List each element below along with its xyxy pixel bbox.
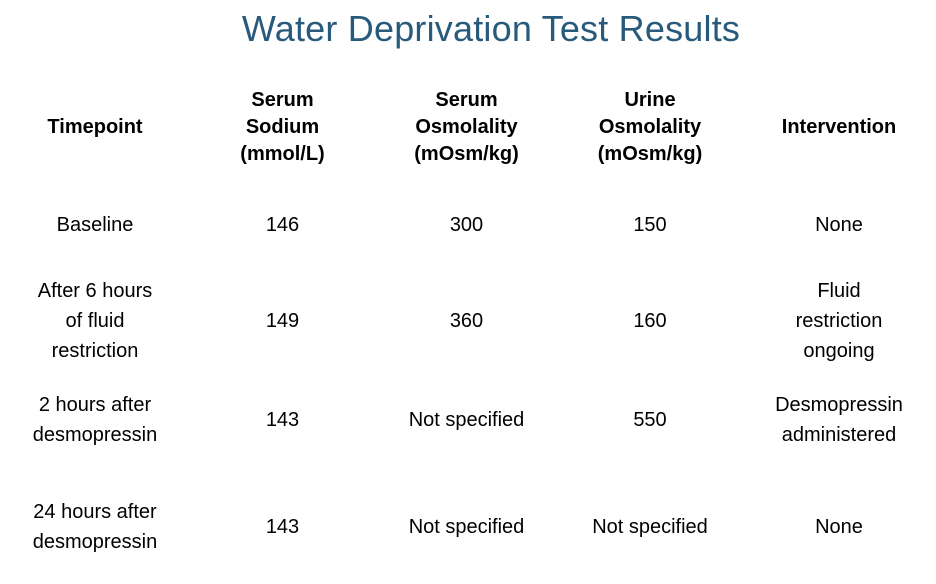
- cell-serum-sodium: 149: [265, 310, 300, 332]
- cell-intervention: None: [815, 214, 863, 236]
- cell-serum-osmolality: 300: [449, 214, 484, 236]
- cell-urine-osmolality: 550: [633, 409, 667, 431]
- page-title: Water Deprivation Test Results: [241, 8, 741, 49]
- cell-urine-osmolality: 150: [633, 214, 667, 236]
- cell-serum-osmolality: Not specified: [408, 515, 525, 538]
- cell-serum-sodium: 146: [265, 214, 300, 236]
- cell-urine-osmolality: Not specified: [592, 515, 708, 538]
- cell-intervention: Fluid restriction ongoing: [795, 280, 883, 362]
- results-table: Timepoint Serum Sodium (mmol/L) Serum Os…: [0, 75, 936, 584]
- column-header-serum-osmolality: Serum Osmolality (mOsm/kg): [414, 88, 519, 165]
- cell-serum-sodium: 143: [265, 409, 300, 431]
- cell-timepoint: Baseline: [56, 214, 134, 236]
- table-row: 24 hours after desmopressin 143 Not spec…: [0, 469, 936, 584]
- table-row: After 6 hours of fluid restriction 149 3…: [0, 271, 936, 371]
- column-header-serum-sodium: Serum Sodium (mmol/L): [240, 88, 325, 165]
- cell-serum-osmolality: Not specified: [408, 409, 525, 431]
- column-header-intervention: Intervention: [781, 115, 897, 138]
- cell-timepoint: After 6 hours of fluid restriction: [37, 280, 153, 362]
- column-header-urine-osmolality: Urine Osmolality (mOsm/kg): [597, 88, 703, 165]
- cell-intervention: None: [815, 515, 863, 538]
- cell-intervention: Desmopressin administered: [775, 394, 903, 446]
- cell-serum-osmolality: 360: [449, 310, 484, 332]
- cell-timepoint: 24 hours after desmopressin: [32, 500, 158, 553]
- table-header-row: Timepoint Serum Sodium (mmol/L) Serum Os…: [0, 75, 936, 179]
- column-header-timepoint: Timepoint: [47, 115, 143, 138]
- cell-timepoint: 2 hours after desmopressin: [32, 394, 158, 446]
- cell-serum-sodium: 143: [265, 515, 300, 538]
- table-row: Baseline 146 300 150 None: [0, 179, 936, 271]
- cell-urine-osmolality: 160: [633, 310, 667, 332]
- table-row: 2 hours after desmopressin 143 Not speci…: [0, 371, 936, 469]
